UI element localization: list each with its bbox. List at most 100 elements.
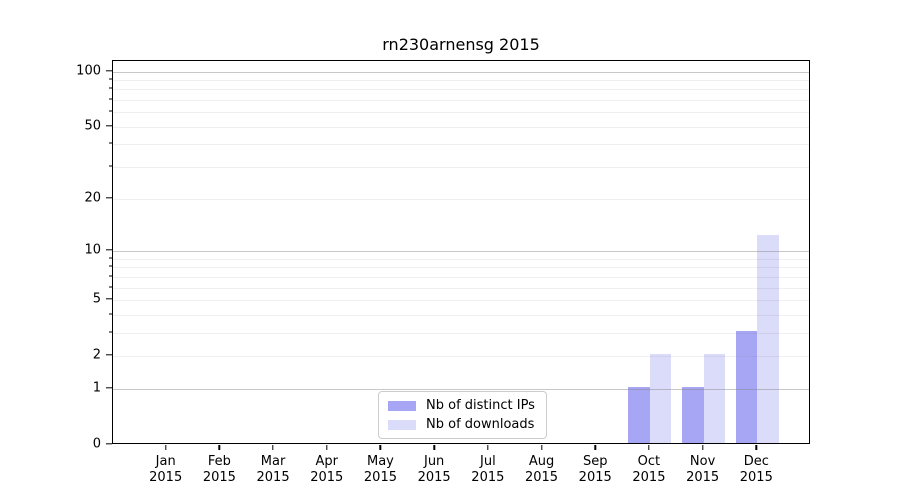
y-tick-label: 1 xyxy=(92,380,101,396)
x-tick-month: Feb xyxy=(207,454,231,469)
y-axis: 0 1 2 5 10 20 50 100 xyxy=(0,60,112,451)
x-tick-year: 2015 xyxy=(417,470,451,485)
x-tick-mark xyxy=(433,445,435,450)
x-tick-month: Aug xyxy=(528,454,555,469)
x-tick-month: Jan xyxy=(155,454,176,469)
x-tick-mark xyxy=(487,445,489,450)
x-tick-mark xyxy=(326,445,328,450)
bar-nb-of-distinct-ips-nov xyxy=(682,386,704,443)
x-tick-year: 2015 xyxy=(256,470,290,485)
y-gridline-minor xyxy=(113,198,809,200)
y-minor-tick-mark xyxy=(109,331,112,333)
x-tick-mark xyxy=(540,445,543,450)
bar-nb-of-downloads-dec xyxy=(757,235,779,443)
x-tick-year: 2015 xyxy=(578,470,612,485)
x-tick-year: 2015 xyxy=(686,470,720,485)
x-tick-mark xyxy=(648,445,650,450)
x-tick-month: Sep xyxy=(582,454,608,469)
x-tick-month: Dec xyxy=(743,454,769,469)
y-minor-tick-mark xyxy=(109,257,112,259)
y-gridline-minor xyxy=(113,356,809,358)
y-tick-mark xyxy=(106,69,112,72)
y-minor-tick-mark xyxy=(109,98,112,100)
x-tick-label-nov: Nov 2015 xyxy=(673,454,733,486)
y-minor-tick-mark xyxy=(109,286,112,288)
y-gridline-major xyxy=(113,388,809,390)
y-minor-tick-mark xyxy=(109,142,112,144)
legend-swatch-downloads-icon xyxy=(388,419,416,430)
x-tick-month: Jul xyxy=(480,454,496,469)
x-tick-year: 2015 xyxy=(363,470,397,485)
bar-nb-of-distinct-ips-oct xyxy=(628,386,650,443)
x-tick-month: Nov xyxy=(689,454,716,469)
x-tick-mark xyxy=(218,445,221,450)
y-tick-mark xyxy=(106,354,112,356)
y-gridline-minor xyxy=(113,89,809,91)
y-minor-tick-mark xyxy=(109,87,112,89)
chart-title: rn230arnensg 2015 xyxy=(382,35,540,54)
x-tick-label-may: May 2015 xyxy=(350,454,410,486)
x-tick-label-apr: Apr 2015 xyxy=(297,454,357,486)
y-gridline-minor xyxy=(113,112,809,114)
x-tick-label-mar: Mar 2015 xyxy=(243,454,303,486)
x-tick-month: Mar xyxy=(260,454,286,469)
x-tick-label-jun: Jun 2015 xyxy=(404,454,464,486)
y-gridline-minor xyxy=(113,287,809,289)
bar-nb-of-downloads-oct xyxy=(649,354,672,443)
y-tick-mark xyxy=(106,443,112,445)
x-tick-year: 2015 xyxy=(471,470,505,485)
x-tick-month: Apr xyxy=(315,454,339,469)
x-tick-month: Jun xyxy=(423,454,445,469)
y-minor-tick-mark xyxy=(109,313,112,315)
x-tick-mark xyxy=(594,445,596,450)
y-gridline-minor xyxy=(113,144,809,146)
x-tick-label-aug: Aug 2015 xyxy=(512,454,572,486)
y-tick-mark xyxy=(106,249,112,251)
y-gridline-minor xyxy=(113,100,809,102)
y-gridline-minor xyxy=(113,79,809,81)
legend-label-downloads: Nb of downloads xyxy=(426,417,535,432)
y-tick-label: 10 xyxy=(84,242,101,258)
y-tick-mark xyxy=(106,298,112,300)
x-tick-label-oct: Oct 2015 xyxy=(619,454,679,486)
x-tick-year: 2015 xyxy=(310,470,344,485)
x-tick-year: 2015 xyxy=(632,470,666,485)
bar-nb-of-distinct-ips-dec xyxy=(735,330,758,443)
y-tick-mark xyxy=(106,125,112,127)
legend-item-distinct-ips: Nb of distinct IPs xyxy=(388,398,535,413)
x-tick-label-dec: Dec 2015 xyxy=(726,454,786,486)
plot-area: Nb of distinct IPs Nb of downloads xyxy=(112,60,810,444)
y-minor-tick-mark xyxy=(109,275,112,277)
y-tick-mark xyxy=(106,387,112,389)
y-minor-tick-mark xyxy=(109,110,112,112)
x-tick-month: Oct xyxy=(637,454,661,469)
y-gridline-minor xyxy=(113,299,809,301)
x-tick-mark xyxy=(164,445,167,450)
x-tick-year: 2015 xyxy=(524,470,559,485)
y-gridline-minor xyxy=(113,167,809,169)
legend-label-distinct-ips: Nb of distinct IPs xyxy=(426,398,535,413)
x-tick-mark xyxy=(379,445,382,450)
x-tick-label-jul: Jul 2015 xyxy=(458,454,518,486)
y-gridline-minor xyxy=(113,258,809,260)
y-gridline-minor xyxy=(113,314,809,316)
x-tick-year: 2015 xyxy=(739,470,773,485)
x-tick-label-sep: Sep 2015 xyxy=(565,454,625,486)
y-tick-label: 50 xyxy=(84,118,101,134)
x-tick-year: 2015 xyxy=(149,470,183,485)
y-gridline-major xyxy=(113,250,809,252)
y-minor-tick-mark xyxy=(109,165,112,167)
y-tick-label: 20 xyxy=(84,190,101,206)
y-tick-label: 2 xyxy=(92,347,101,363)
y-gridline-major xyxy=(113,71,809,73)
bar-nb-of-downloads-nov xyxy=(703,354,726,443)
x-tick-year: 2015 xyxy=(202,470,236,485)
y-gridline-minor xyxy=(113,276,809,278)
y-gridline-minor xyxy=(113,126,809,128)
y-minor-tick-mark xyxy=(109,78,112,80)
x-tick-mark xyxy=(701,445,704,450)
y-tick-label: 100 xyxy=(76,63,101,78)
x-tick-mark xyxy=(755,445,757,450)
x-tick-label-jan: Jan 2015 xyxy=(136,454,196,486)
